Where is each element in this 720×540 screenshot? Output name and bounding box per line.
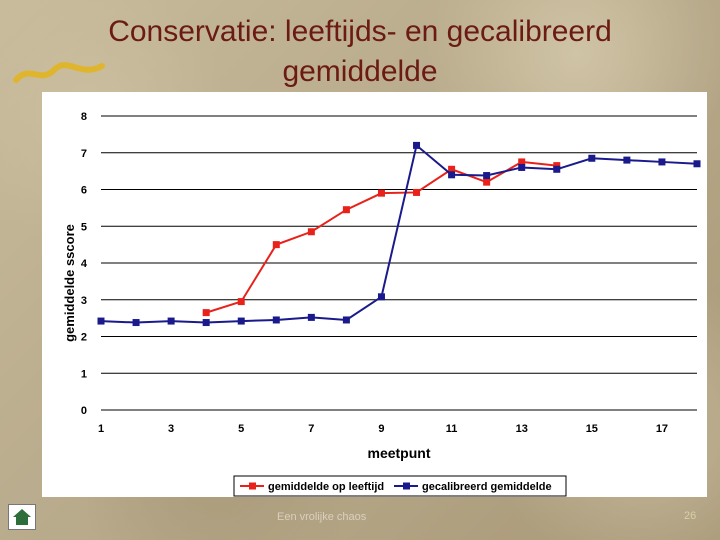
legend-label: gecalibreerd gemiddelde — [422, 481, 552, 493]
y-tick-label: 7 — [81, 148, 87, 160]
x-tick-label: 7 — [308, 423, 314, 435]
x-tick-label: 5 — [238, 423, 244, 435]
x-axis-label: meetpunt — [368, 445, 431, 461]
x-tick-label: 13 — [516, 423, 528, 435]
y-tick-label: 1 — [81, 368, 87, 380]
data-point — [658, 158, 666, 166]
data-point — [202, 309, 210, 317]
data-point — [307, 228, 315, 236]
data-point — [342, 316, 350, 324]
data-point — [237, 298, 245, 306]
x-tick-label: 17 — [656, 423, 668, 435]
data-point — [167, 317, 175, 325]
home-icon[interactable] — [8, 504, 36, 530]
data-point — [693, 160, 701, 168]
page-number: 26 — [684, 510, 697, 522]
data-point — [342, 206, 350, 214]
data-point — [448, 165, 456, 173]
data-point — [272, 316, 280, 324]
data-point — [132, 319, 140, 327]
y-tick-label: 8 — [81, 111, 87, 123]
data-point — [413, 141, 421, 149]
series-line — [205, 160, 557, 314]
data-point — [623, 156, 631, 164]
x-tick-label: 3 — [168, 423, 174, 435]
data-point — [518, 158, 526, 166]
footer-text: Een vrolijke chaos — [277, 511, 367, 523]
data-point — [237, 317, 245, 325]
data-point — [553, 162, 561, 170]
data-point — [483, 178, 491, 186]
series-line — [100, 143, 698, 324]
data-point — [518, 163, 526, 171]
legend-marker — [249, 482, 256, 490]
y-tick-label: 6 — [81, 185, 87, 197]
y-tick-label: 5 — [81, 221, 87, 233]
data-point — [377, 189, 385, 197]
legend-marker — [403, 482, 410, 490]
data-point — [272, 241, 280, 249]
y-tick-label: 2 — [81, 332, 87, 344]
x-tick-label: 1 — [98, 423, 104, 435]
y-tick-label: 4 — [81, 258, 88, 270]
y-tick-label: 3 — [81, 295, 87, 307]
data-point — [553, 165, 561, 173]
data-point — [413, 188, 421, 196]
y-tick-label: 0 — [81, 405, 87, 417]
decorative-squiggle — [13, 62, 105, 83]
chart-panel: 0 1 2 3 4 5 6 7 8 1 3 5 7 9 11 13 15 17 meetpunt gemiddelde… — [42, 92, 707, 497]
slide-title: Conservatie: leeftijds- en gecalibreerd … — [108, 15, 612, 88]
data-point — [307, 313, 315, 321]
data-point — [483, 172, 491, 180]
x-tick-label: 11 — [446, 423, 458, 435]
x-tick-label: 15 — [586, 423, 598, 435]
legend-label: gemiddelde op leeftijd — [268, 481, 384, 493]
data-point — [588, 154, 596, 162]
data-point — [448, 171, 456, 179]
x-tick-label: 9 — [378, 423, 384, 435]
data-point — [97, 317, 105, 325]
y-axis-label: gemiddelde sscore — [62, 224, 77, 342]
data-point — [202, 319, 210, 327]
data-point — [377, 293, 385, 301]
